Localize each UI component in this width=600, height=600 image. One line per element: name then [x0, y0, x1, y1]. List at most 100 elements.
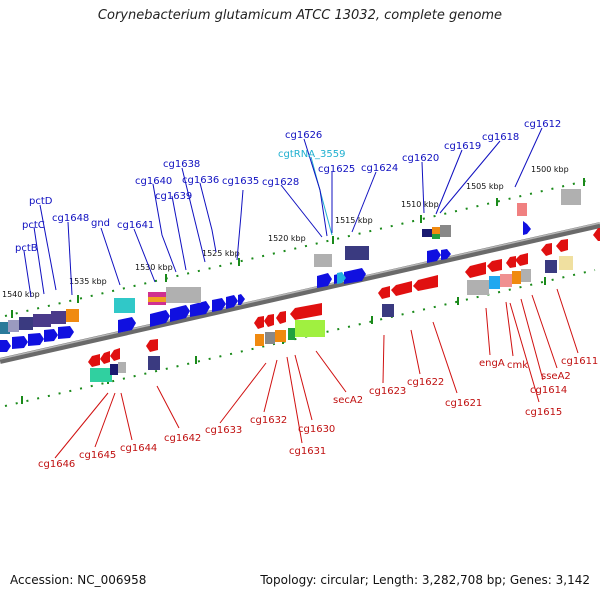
gene-label-engA[interactable]: engA: [479, 358, 505, 369]
gene-label-cg1623[interactable]: cg1623: [369, 386, 406, 397]
gene-label-cg1611[interactable]: cg1611: [561, 356, 598, 367]
gnd-cog-box[interactable]: [114, 298, 135, 313]
cog-box[interactable]: [314, 254, 332, 267]
gene-label-cg1621[interactable]: cg1621: [445, 398, 482, 409]
gene-label-cgtrna-3559[interactable]: cgtRNA_3559: [278, 149, 346, 160]
gene-label-sseA2[interactable]: sseA2: [541, 371, 571, 382]
cog-box[interactable]: [489, 276, 500, 289]
cg1645-gene[interactable]: [100, 351, 110, 364]
gene-label-cg1641[interactable]: cg1641: [117, 220, 154, 231]
cog-box[interactable]: [33, 314, 51, 327]
cog-box[interactable]: [110, 364, 118, 375]
cg1642-cog-box[interactable]: [148, 356, 160, 370]
cgtrna-3559-gene[interactable]: [337, 272, 346, 284]
cg1632-gene[interactable]: [264, 314, 274, 327]
gene-label-cg1619[interactable]: cg1619: [444, 141, 481, 152]
cg1615-gene[interactable]: [515, 253, 528, 266]
forward-gene[interactable]: [441, 249, 451, 260]
forward-gene[interactable]: [12, 336, 28, 349]
cog-box[interactable]: [275, 330, 286, 342]
cog-box[interactable]: [8, 320, 19, 332]
gene-label-cg1625[interactable]: cg1625: [318, 164, 355, 175]
cg1642-gene[interactable]: [146, 339, 158, 352]
gene-label-cg1624[interactable]: cg1624: [361, 163, 398, 174]
cog-box[interactable]: [118, 362, 126, 373]
cog-box[interactable]: [148, 297, 166, 302]
gene-label-cg1645[interactable]: cg1645: [79, 450, 116, 461]
cmk-gene[interactable]: [506, 256, 516, 268]
gene-label-cg1633[interactable]: cg1633: [205, 425, 242, 436]
gene-label-cg1626[interactable]: cg1626: [285, 130, 322, 141]
cog-box[interactable]: [51, 311, 66, 324]
forward-gene[interactable]: [427, 249, 441, 263]
cog-box[interactable]: [561, 189, 581, 205]
cg1645-gene[interactable]: [88, 354, 100, 367]
gene-label-cg1620[interactable]: cg1620: [402, 153, 439, 164]
gene-label-cg1640[interactable]: cg1640: [135, 176, 172, 187]
gene-label-cg1630[interactable]: cg1630: [298, 424, 335, 435]
forward-gene[interactable]: [238, 294, 245, 305]
gnd-gene[interactable]: [118, 317, 136, 333]
cog-box[interactable]: [500, 274, 512, 287]
gene-label-cg1639[interactable]: cg1639: [155, 191, 192, 202]
cog-box[interactable]: [545, 260, 557, 273]
gene-label-cg1632[interactable]: cg1632: [250, 415, 287, 426]
cog-box[interactable]: [255, 334, 264, 346]
secA2-cog-box[interactable]: [295, 320, 325, 337]
cog-box[interactable]: [265, 332, 275, 344]
gene-label-cg1644[interactable]: cg1644: [120, 443, 157, 454]
gene-label-cg1642[interactable]: cg1642: [164, 433, 201, 444]
forward-gene[interactable]: [58, 326, 74, 339]
gene-label-cg1618[interactable]: cg1618: [482, 132, 519, 143]
gene-label-pctC[interactable]: pctC: [22, 220, 45, 231]
forward-gene[interactable]: [190, 301, 210, 317]
gene-label-pctD[interactable]: pctD: [29, 196, 53, 207]
cg1633-gene[interactable]: [254, 316, 264, 329]
gene-label-cg1612[interactable]: cg1612: [524, 119, 561, 130]
gene-label-cg1628[interactable]: cg1628: [262, 177, 299, 188]
cg1630-gene[interactable]: [290, 303, 322, 320]
gene-label-cg1646[interactable]: cg1646: [38, 459, 75, 470]
forward-gene[interactable]: [44, 329, 58, 342]
cog-box[interactable]: [166, 287, 201, 303]
cg1614-gene[interactable]: [541, 243, 552, 256]
cg1621-gene[interactable]: [413, 275, 438, 291]
cog-box[interactable]: [440, 225, 451, 237]
cg1631-gene[interactable]: [276, 311, 286, 324]
cog-box[interactable]: [345, 246, 369, 260]
gene-label-cg1636[interactable]: cg1636: [182, 175, 219, 186]
cog-box[interactable]: [467, 280, 489, 295]
reverse-gene[interactable]: [593, 228, 600, 241]
gene-label-cg1615[interactable]: cg1615: [525, 407, 562, 418]
forward-gene[interactable]: [317, 273, 332, 288]
gene-label-gnd[interactable]: gnd: [91, 218, 110, 229]
cg1622-gene[interactable]: [391, 281, 412, 296]
cg1623-cog-box[interactable]: [382, 304, 394, 317]
cog-box[interactable]: [19, 317, 33, 330]
forward-gene[interactable]: [28, 333, 44, 346]
forward-gene[interactable]: [226, 295, 238, 309]
gene-label-cg1648[interactable]: cg1648: [52, 213, 89, 224]
gene-label-cg1631[interactable]: cg1631: [289, 446, 326, 457]
gene-label-cg1635[interactable]: cg1635: [222, 176, 259, 187]
forward-gene[interactable]: [212, 298, 226, 312]
cg1644-gene[interactable]: [110, 348, 120, 361]
cog-box[interactable]: [521, 269, 531, 282]
forward-gene[interactable]: [0, 340, 11, 352]
forward-gene[interactable]: [150, 310, 170, 327]
gene-label-cg1622[interactable]: cg1622: [407, 377, 444, 388]
cog-box[interactable]: [0, 322, 10, 334]
cg1646-cog-box[interactable]: [90, 368, 112, 382]
cog-box[interactable]: [512, 271, 521, 284]
cg1611-gene[interactable]: [556, 239, 568, 252]
forward-gene[interactable]: [170, 305, 190, 322]
forward-gene[interactable]: [344, 268, 366, 284]
cg1612-gene[interactable]: [523, 221, 531, 235]
gene-label-cmk[interactable]: cmk: [507, 360, 528, 371]
engA-gene[interactable]: [465, 262, 486, 278]
cg1623-gene[interactable]: [378, 286, 390, 299]
cog-box[interactable]: [422, 229, 432, 237]
cog-box[interactable]: [432, 234, 440, 239]
cog-box[interactable]: [66, 309, 79, 322]
